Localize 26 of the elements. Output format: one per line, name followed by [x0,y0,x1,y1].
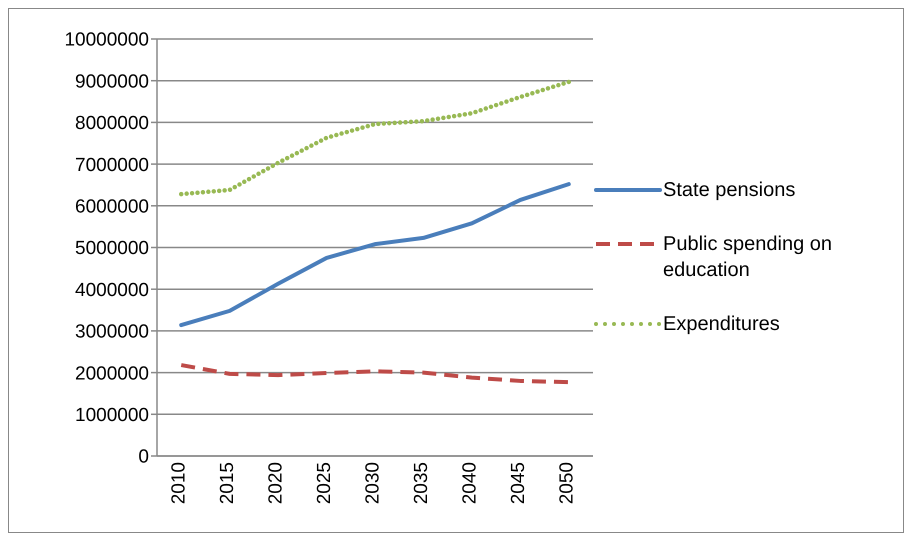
legend-label: Public spending on education [663,232,834,282]
line-series [179,363,571,384]
x-tick-label: 2045 [508,462,529,504]
y-tick-label: 3000000 [75,322,149,343]
x-tick-label: 2010 [168,462,190,504]
y-tick-label: 0 [138,446,149,468]
y-tick-label: 10000000 [64,30,149,51]
y-tick-label: 1000000 [75,405,149,426]
x-tick-label: 2020 [266,462,287,504]
y-tick-label: 4000000 [75,280,149,301]
y-tick-label: 5000000 [75,238,149,260]
line-series [178,80,572,196]
x-tick-label: 2050 [556,462,578,504]
x-tick-label: 2040 [459,462,480,504]
legend-label: Expenditures [663,312,781,336]
y-tick-label: 9000000 [75,71,149,92]
x-tick-label: 2035 [410,462,432,504]
y-tick-label: 2000000 [75,363,149,384]
line-series [179,182,571,328]
x-tick-label: 2025 [314,462,336,504]
legend-label: State pensions [663,178,796,202]
y-tick-label: 8000000 [75,113,149,134]
x-tick-label: 2030 [362,462,384,504]
y-tick-label: 7000000 [75,154,149,176]
x-tick-label: 2015 [217,462,238,504]
y-tick-label: 6000000 [75,196,149,218]
